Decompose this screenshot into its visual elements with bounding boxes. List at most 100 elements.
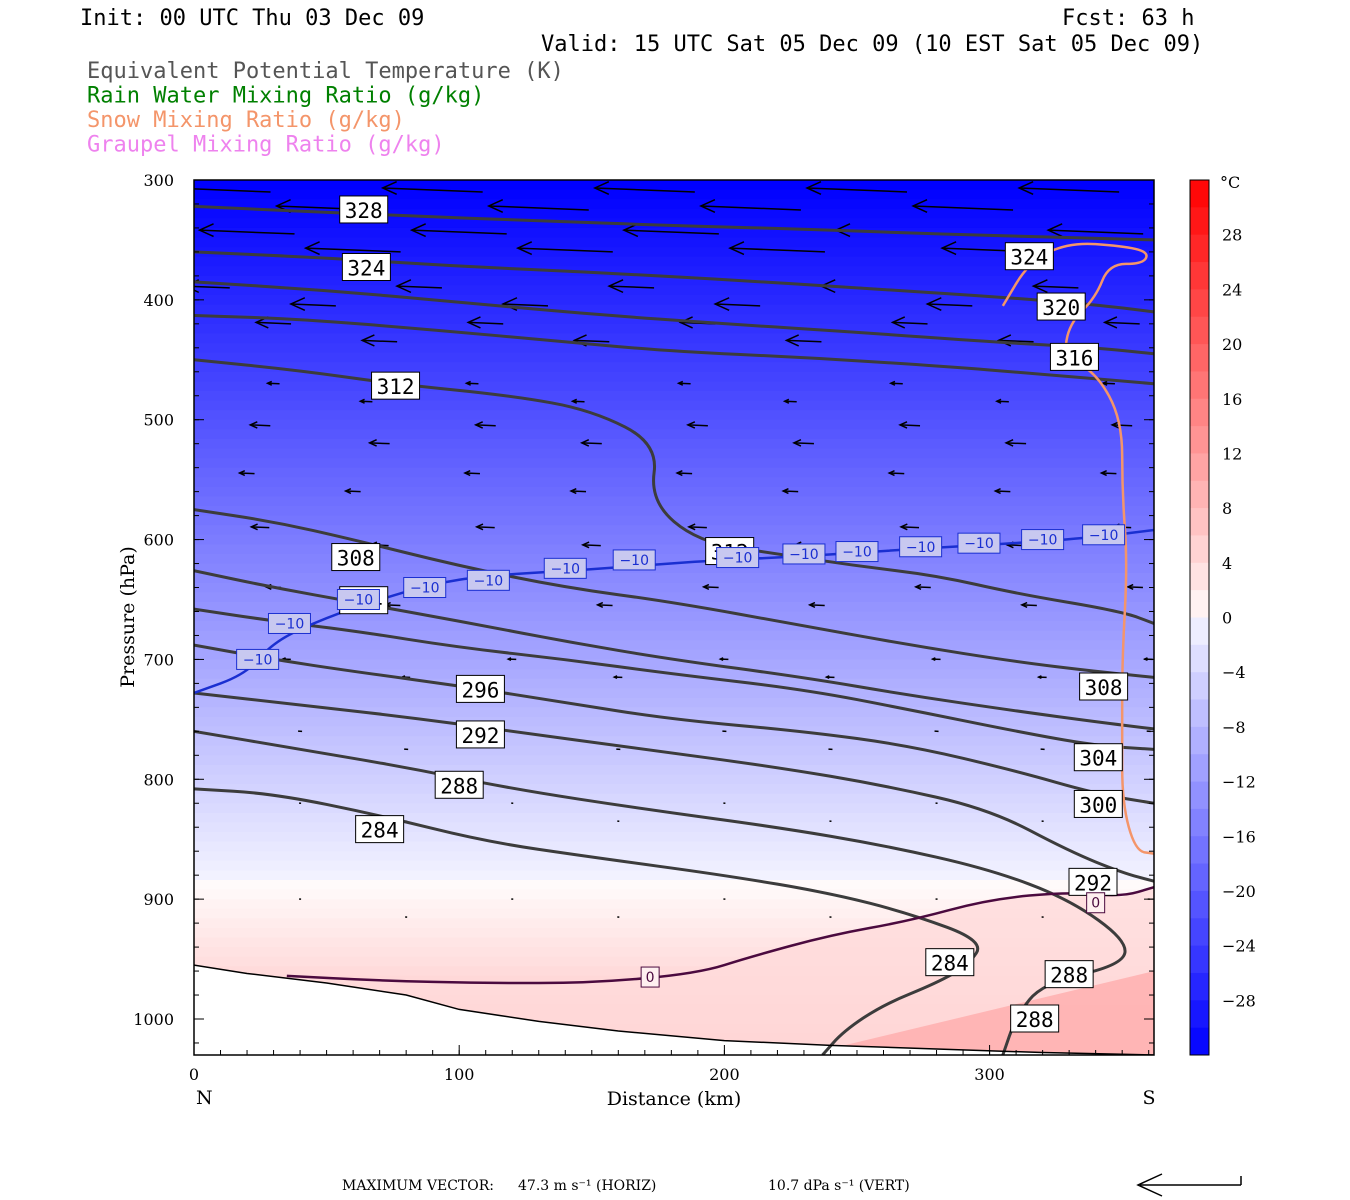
- field-legend-item: Rain Water Mixing Ratio (g/kg): [87, 84, 484, 109]
- isotherm-label: −10: [550, 561, 580, 577]
- wind-vector: [199, 229, 295, 235]
- colorbar-swatch: [1190, 699, 1209, 728]
- theta-e-contour: [194, 508, 1154, 679]
- colorbar-swatch: [1190, 562, 1209, 591]
- wind-vector: [892, 321, 928, 325]
- temperature-band: [194, 343, 1154, 354]
- colorbar-swatch: [1190, 590, 1209, 618]
- wind-vector-head: [899, 523, 908, 531]
- wind-vector: [239, 472, 255, 475]
- wind-vector-head: [570, 398, 578, 404]
- theta-e-label: 284: [931, 952, 969, 976]
- isotherm-label: −10: [906, 540, 936, 556]
- theta-e-label-box: [371, 371, 421, 400]
- colorbar: 28 24 20 16 12 8 4 0 −4 −8 −12 −16 −20 −24 −28: [1189, 179, 1256, 1056]
- colorbar-swatch: [1190, 672, 1209, 701]
- wind-vector-head: [303, 241, 320, 256]
- theta-e-label-box: [1049, 342, 1099, 371]
- temperature-band: [194, 697, 1154, 709]
- wind-vector: [1048, 229, 1144, 235]
- theta-e-contour: [194, 313, 1154, 386]
- wind-vector: [915, 586, 931, 589]
- temperature-band: [194, 793, 1154, 805]
- wind-vector: [927, 303, 973, 307]
- wind-vector: [1127, 586, 1143, 589]
- colorbar-swatch: [1190, 918, 1209, 947]
- colorbar-swatch: [1190, 535, 1209, 564]
- temperature-band: [194, 563, 1154, 575]
- y-tick-label: 700: [143, 650, 174, 669]
- temperature-band: [194, 621, 1154, 632]
- colorbar-unit: °C: [1220, 173, 1240, 192]
- wind-vector: [582, 544, 601, 547]
- wind-vector: [783, 490, 799, 493]
- wind-vector-head: [395, 279, 412, 294]
- y-tick-label: 600: [143, 531, 174, 550]
- theta-e-label-box: [455, 674, 505, 703]
- wind-vector-head: [265, 380, 273, 386]
- wind-vector: [517, 247, 613, 253]
- temperature-band: [194, 400, 1154, 412]
- wind-vector: [488, 205, 589, 211]
- wind-vector: [1101, 472, 1117, 475]
- wind-vector: [609, 285, 655, 289]
- terrain-fill: [194, 965, 1154, 1055]
- wind-vector-head: [1110, 421, 1120, 429]
- temperature-band: [194, 410, 1154, 421]
- wind-vector: [889, 472, 905, 475]
- wind-vector: [806, 187, 908, 193]
- valid-time: Valid: 15 UTC Sat 05 Dec 09 (10 EST Sat …: [541, 32, 1203, 57]
- theta-e-label-box: [355, 815, 405, 844]
- isotherm-label: 0: [1091, 896, 1100, 912]
- temperature-band: [194, 688, 1154, 699]
- temperature-band: [194, 189, 1154, 201]
- theta-e-label: 288: [1016, 1008, 1054, 1032]
- wind-vector-head: [930, 657, 936, 662]
- wind-vector-head: [237, 470, 246, 477]
- theta-e-label: 324: [1010, 246, 1048, 270]
- wind-vector-head: [699, 198, 716, 213]
- wind-vector-head: [1020, 601, 1028, 608]
- temperature-band: [194, 716, 1154, 728]
- wind-vector: [1112, 424, 1133, 427]
- wind-vector-head: [887, 470, 895, 477]
- wind-vector-head: [1099, 470, 1107, 477]
- wind-vector: [998, 339, 1034, 343]
- wind-vector: [1019, 187, 1120, 193]
- y-tick-label: 900: [143, 890, 174, 909]
- isotherm-label: −10: [474, 573, 504, 589]
- colorbar-tick-label: 8: [1222, 499, 1232, 518]
- wind-vector: [677, 472, 693, 475]
- wind-vector-head: [1101, 380, 1108, 386]
- wind-vector-head: [1126, 583, 1134, 590]
- temperature-band: [194, 227, 1154, 239]
- theta-e-contour: [194, 643, 1154, 805]
- temperature-band: [194, 323, 1154, 335]
- wind-vector: [345, 490, 361, 493]
- max-vector-label: MAXIMUM VECTOR:: [342, 1178, 494, 1194]
- colorbar-swatch: [1190, 617, 1209, 646]
- wind-vector-head: [728, 241, 745, 256]
- x-tick-label: 200: [709, 1065, 740, 1084]
- wind-vector: [502, 303, 549, 307]
- wind-vector-head: [1046, 223, 1063, 238]
- colorbar-swatch: [1190, 453, 1209, 482]
- theta-e-label-box: [331, 543, 381, 572]
- theta-e-label-box: [1073, 789, 1123, 818]
- theta-e-contour: [194, 250, 1154, 314]
- colorbar-swatch: [1190, 644, 1209, 673]
- temperature-band: [194, 333, 1154, 345]
- temperature-band: [194, 908, 1154, 920]
- colorbar-swatch: [1190, 726, 1209, 755]
- temperature-band: [194, 534, 1154, 546]
- wind-vector-head: [409, 223, 427, 238]
- isotherm-label: −10: [410, 581, 440, 597]
- isotherm-label: −10: [619, 553, 649, 569]
- wind-vector-head: [197, 223, 214, 238]
- temperature-band: [194, 937, 1154, 949]
- y-tick-label: 400: [143, 291, 174, 310]
- wind-vector-head: [289, 297, 306, 312]
- y-tick-label: 1000: [133, 1010, 174, 1029]
- theta-e-label-box: [1044, 960, 1094, 989]
- colorbar-tick-label: 16: [1222, 390, 1242, 409]
